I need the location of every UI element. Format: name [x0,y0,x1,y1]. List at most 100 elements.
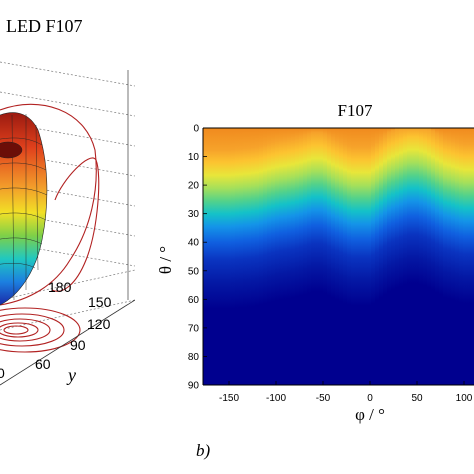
heatmap-column [211,128,216,385]
tick-label-60: 60 [35,356,51,372]
heatmap-column [271,128,276,385]
heatmap-column [315,128,320,385]
heatmap-column [207,128,212,385]
heatmap-column [203,128,208,385]
left-panel-title: LED F107 [6,16,83,36]
heatmap-column [335,128,340,385]
heatmap-column [383,128,388,385]
heatmap-column [363,128,368,385]
heatmap-column [435,128,440,385]
heatmap-column [423,128,428,385]
y-tick-label: 30 [188,209,200,220]
heatmap-column [295,128,300,385]
panel-label-b: b) [196,441,211,460]
x-axis-ticks: -150 -100 -50 0 50 100 [219,381,473,404]
heatmap-column [379,128,384,385]
heatmap-column [471,128,474,385]
y-tick-label: 80 [188,352,200,363]
y-tick-label: 60 [188,295,200,306]
heatmap-column [331,128,336,385]
heatmap-column [287,128,292,385]
heatmap-column [231,128,236,385]
heatmap-column [299,128,304,385]
surface-top [0,141,23,159]
surface-3d [0,112,48,306]
heatmap-column [259,128,264,385]
heatmap-column [375,128,380,385]
heatmap-column [251,128,256,385]
y-tick-label: 40 [188,238,200,249]
heatmap-column [347,128,352,385]
heatmap-column [391,128,396,385]
heatmap-column [415,128,420,385]
heatmap-column [323,128,328,385]
heatmap-column [223,128,228,385]
heatmap-column [219,128,224,385]
left-axis-label-y: y [66,365,76,385]
tick-label-180: 180 [48,279,72,295]
x-tick-label: 50 [411,393,423,404]
heatmap-column [227,128,232,385]
heatmap-column [239,128,244,385]
tick-label-150: 150 [88,294,112,310]
y-tick-label: 20 [188,181,200,192]
left-panel-3d-plot: 180 150 120 90 60 0 y [0,61,135,386]
heatmap-column [243,128,248,385]
heatmap-column [447,128,452,385]
heatmap-column [407,128,412,385]
heatmap-column [463,128,468,385]
heatmap-column [439,128,444,385]
heatmap-column [355,128,360,385]
tick-label-90: 90 [70,337,86,353]
heatmap-column [387,128,392,385]
heatmap-column [459,128,464,385]
heatmap-column [395,128,400,385]
x-tick-label: -150 [219,393,239,404]
heatmap-column [311,128,316,385]
y-tick-label: 50 [188,266,200,277]
heatmap-column [371,128,376,385]
contour-projection [0,103,100,353]
heatmap-column [327,128,332,385]
chart-title: F107 [338,101,373,120]
heatmap-column [343,128,348,385]
gridlines-3d [0,61,135,331]
heatmap-column [279,128,284,385]
heatmap-column [267,128,272,385]
heatmap-column [403,128,408,385]
tick-label-partial: 0 [0,365,5,381]
y-tick-label: 90 [188,381,200,392]
heatmap-column [291,128,296,385]
x-tick-label: 0 [367,393,373,404]
heatmap-column [307,128,312,385]
heatmap-column [247,128,252,385]
heatmap-column [451,128,456,385]
x-tick-label: 100 [456,393,473,404]
y-axis-label: θ / ° [156,246,175,274]
heatmap-column [319,128,324,385]
y-tick-label: 10 [188,152,200,163]
heatmap-column [367,128,372,385]
heatmap-column [263,128,268,385]
x-tick-label: -100 [266,393,286,404]
tick-label-120: 120 [87,316,111,332]
heatmap-column [427,128,432,385]
y-axis-3d-ticks [0,299,135,386]
heatmap-column [411,128,416,385]
heatmap-column [399,128,404,385]
heatmap-column [283,128,288,385]
heatmap-column [443,128,448,385]
heatmap-column [455,128,460,385]
y-tick-label: 0 [193,124,199,135]
heatmap-column [235,128,240,385]
heatmap-column [339,128,344,385]
heatmap-column [303,128,308,385]
y-tick-label: 70 [188,323,200,334]
heatmap-column [255,128,260,385]
heatmap [203,128,474,385]
heatmap-column [467,128,472,385]
heatmap-column [215,128,220,385]
x-tick-label: -50 [316,393,331,404]
heatmap-column [431,128,436,385]
heatmap-column [419,128,424,385]
